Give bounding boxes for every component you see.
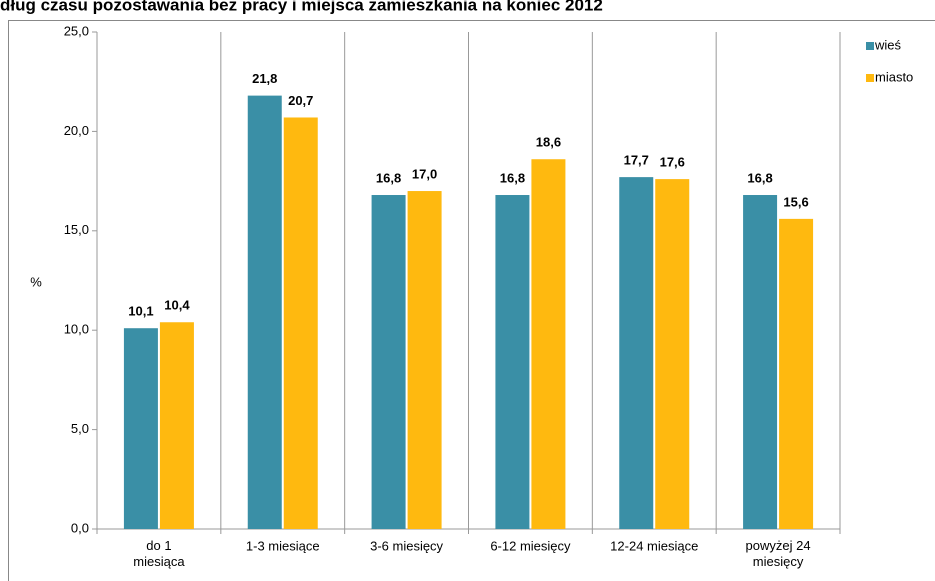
bar <box>531 159 566 529</box>
y-axis-label: % <box>30 274 42 289</box>
y-tick-label: 25,0 <box>64 23 89 38</box>
y-tick-label: 20,0 <box>64 123 89 138</box>
value-label: 15,6 <box>783 194 808 209</box>
x-tick-label-line: do 1 <box>146 538 171 553</box>
x-tick-label: powyżej 24 miesięcy <box>746 538 811 569</box>
bar <box>247 95 282 529</box>
x-tick-label: do 1 miesiąca <box>133 538 185 569</box>
x-tick-label: 1-3 miesiące <box>246 538 320 553</box>
value-label: 21,8 <box>252 71 277 86</box>
bar <box>743 195 778 530</box>
bar <box>159 322 194 529</box>
x-tick-label: 6-12 miesięcy <box>490 538 571 553</box>
x-tick-label: 12-24 miesiące <box>610 538 698 553</box>
value-label: 16,8 <box>747 170 772 185</box>
value-label: 17,7 <box>624 153 649 168</box>
legend-label: wieś <box>874 37 902 52</box>
chart-border <box>8 20 935 581</box>
bar <box>495 195 530 530</box>
value-label: 10,4 <box>164 298 190 313</box>
x-tick-label-line: miesięcy <box>753 554 804 569</box>
legend-label: miasto <box>875 69 913 84</box>
x-tick-label: 3-6 miesięcy <box>370 538 443 553</box>
bar <box>371 195 406 530</box>
bar <box>619 177 654 529</box>
value-label: 20,7 <box>288 93 313 108</box>
legend-swatch <box>866 42 874 50</box>
chart-title: dług czasu pozostawania bez pracy i miej… <box>0 0 603 14</box>
value-label: 16,8 <box>500 170 525 185</box>
value-label: 10,1 <box>128 304 153 319</box>
x-tick-label-line: miesiąca <box>133 554 185 569</box>
bar <box>123 328 158 529</box>
value-label: 17,0 <box>412 166 437 181</box>
value-label: 17,6 <box>660 155 685 170</box>
y-tick-label: 5,0 <box>71 421 89 436</box>
y-tick-label: 15,0 <box>64 222 89 237</box>
y-tick-label: 0,0 <box>71 520 89 535</box>
value-label: 16,8 <box>376 170 401 185</box>
y-tick-label: 10,0 <box>64 322 89 337</box>
bar <box>283 117 318 529</box>
legend-swatch <box>866 74 874 82</box>
value-label: 18,6 <box>536 135 561 150</box>
bar <box>407 191 442 530</box>
x-tick-label-line: powyżej 24 <box>746 538 811 553</box>
bar <box>779 218 814 529</box>
bar <box>655 179 690 529</box>
